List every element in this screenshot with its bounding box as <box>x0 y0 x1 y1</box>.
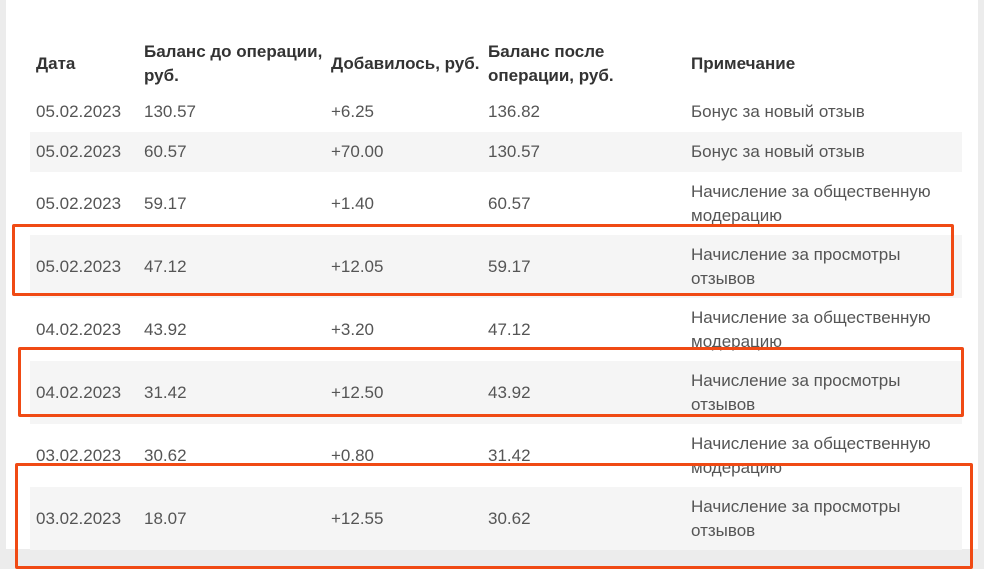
cell-note: Начисление за общественную модерацию <box>685 298 962 361</box>
cell-balance-after: 47.12 <box>488 319 531 339</box>
cell-added: +1.40 <box>331 193 375 213</box>
cell-balance-after: 136.82 <box>488 102 540 121</box>
cell-note: Начисление за просмотры отзывов <box>685 235 962 298</box>
header-note: Примечание <box>691 54 796 73</box>
header-balance-after: Баланс после операции, руб. <box>488 42 614 85</box>
cell-added: +12.55 <box>325 487 482 550</box>
cell-balance-before: 31.42 <box>138 361 325 424</box>
note-text: Начисление за общественную модерацию <box>691 433 931 477</box>
cell-added: +12.05 <box>325 235 482 298</box>
cell-added: +70.00 <box>325 132 482 172</box>
note-text: Начисление за общественную модерацию <box>691 181 931 225</box>
table-row: 03.02.2023 18.07 +12.55 30.62 Начисление… <box>30 487 962 550</box>
balance-history-table: Дата Баланс до операции, руб. Добавилось… <box>30 36 962 550</box>
cell-balance-after: 130.57 <box>482 132 685 172</box>
header-balance-before: Баланс до операции, руб. <box>144 42 323 85</box>
cell-balance-before: 59.17 <box>144 193 187 213</box>
table-row: 05.02.2023 47.12 +12.05 59.17 Начисление… <box>30 235 962 298</box>
cell-date: 05.02.2023 <box>36 102 122 121</box>
header-added: Добавилось, руб. <box>331 54 480 73</box>
cell-date: 05.02.2023 <box>30 132 138 172</box>
cell-added: +3.20 <box>331 319 375 339</box>
cell-date: 05.02.2023 <box>36 193 122 213</box>
cell-balance-before: 30.62 <box>144 445 187 465</box>
table-row: 05.02.2023 130.57 +6.25 136.82 Бонус за … <box>30 92 962 132</box>
table-row: 03.02.2023 30.62 +0.80 31.42 Начисление … <box>30 424 962 487</box>
cell-balance-after: 31.42 <box>488 445 531 465</box>
table-row: 05.02.2023 60.57 +70.00 130.57 Бонус за … <box>30 132 962 172</box>
table-row: 04.02.2023 43.92 +3.20 47.12 Начисление … <box>30 298 962 361</box>
cell-balance-after: 43.92 <box>482 361 685 424</box>
cell-date: 05.02.2023 <box>30 235 138 298</box>
cell-balance-after: 59.17 <box>482 235 685 298</box>
balance-history-panel: Дата Баланс до операции, руб. Добавилось… <box>6 0 978 550</box>
cell-balance-before: 43.92 <box>144 319 187 339</box>
table-row: 04.02.2023 31.42 +12.50 43.92 Начисление… <box>30 361 962 424</box>
cell-balance-before: 60.57 <box>138 132 325 172</box>
cell-balance-after: 30.62 <box>482 487 685 550</box>
cell-date: 04.02.2023 <box>30 361 138 424</box>
cell-note: Начисление за просмотры отзывов <box>685 487 962 550</box>
cell-balance-before: 18.07 <box>138 487 325 550</box>
table-row: 05.02.2023 59.17 +1.40 60.57 Начисление … <box>30 172 962 235</box>
cell-added: +12.50 <box>325 361 482 424</box>
cell-note: Начисление за просмотры отзывов <box>685 361 962 424</box>
table-header-row: Дата Баланс до операции, руб. Добавилось… <box>30 36 962 92</box>
cell-balance-after: 60.57 <box>488 193 531 213</box>
cell-added: +6.25 <box>331 102 375 121</box>
note-text: Начисление за общественную модерацию <box>691 307 931 351</box>
cell-added: +0.80 <box>331 445 375 465</box>
cell-date: 04.02.2023 <box>36 319 122 339</box>
cell-date: 03.02.2023 <box>36 445 122 465</box>
header-date: Дата <box>36 54 76 73</box>
cell-balance-before: 47.12 <box>138 235 325 298</box>
cell-note: Бонус за новый отзыв <box>685 132 962 172</box>
cell-balance-before: 130.57 <box>144 102 196 121</box>
cell-date: 03.02.2023 <box>30 487 138 550</box>
cell-note: Начисление за общественную модерацию <box>685 424 962 487</box>
cell-note: Начисление за общественную модерацию <box>685 172 962 235</box>
cell-note: Бонус за новый отзыв <box>691 102 865 121</box>
